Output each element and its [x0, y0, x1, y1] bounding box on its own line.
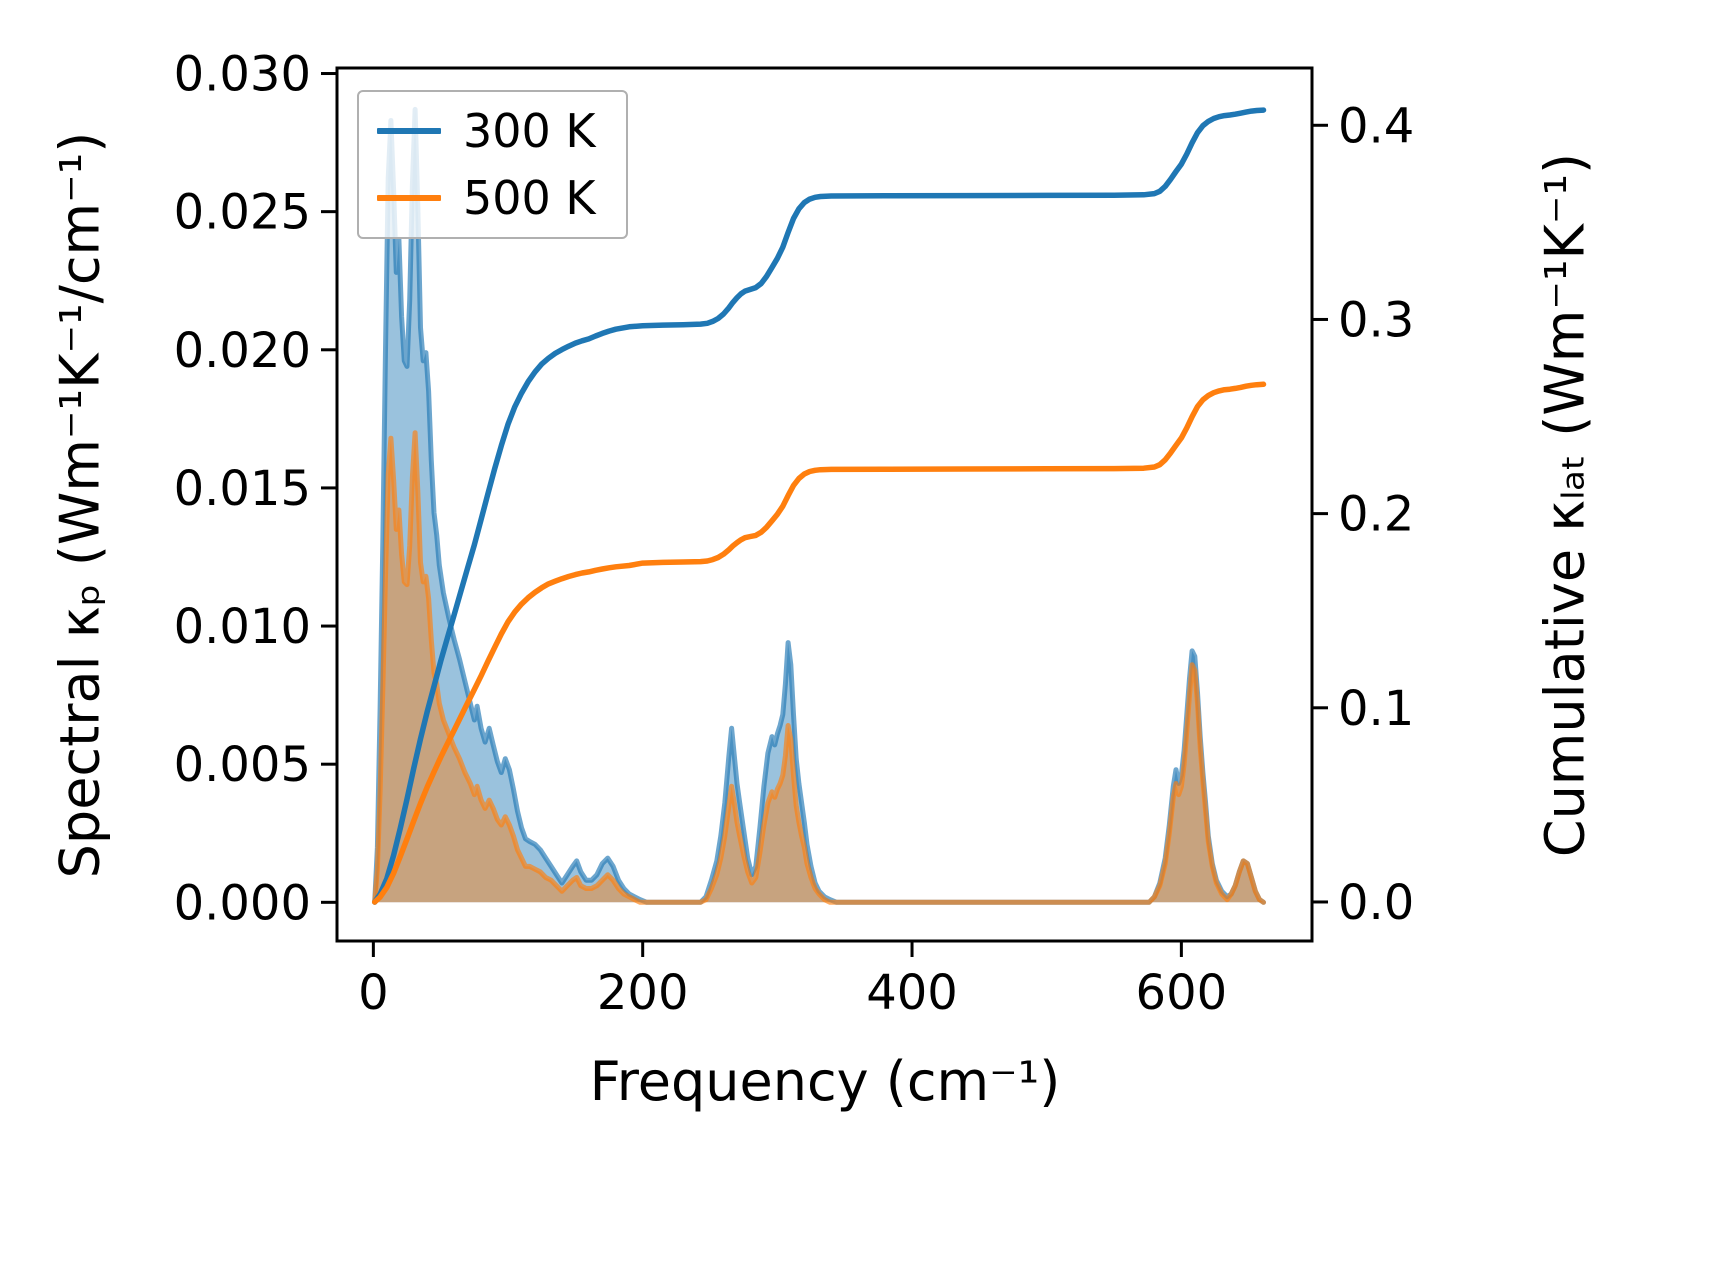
x-tick-label: 600 [1136, 965, 1228, 1021]
legend: 300 K 500 K [357, 90, 628, 240]
y-left-tick-label: 0.005 [174, 737, 311, 793]
y-left-tick-label: 0.015 [174, 461, 311, 517]
x-tick-label: 0 [358, 965, 389, 1021]
x-axis-title: Frequency (cm⁻¹) [589, 1050, 1061, 1113]
legend-label: 500 K [463, 170, 596, 225]
right-axis-title: Cumulative κₗₐₜ (Wm⁻¹K⁻¹) [1533, 152, 1597, 858]
x-tick-label: 200 [597, 965, 689, 1021]
y-right-tick-label: 0.4 [1338, 98, 1414, 154]
y-left-tick-label: 0.000 [174, 875, 311, 931]
y-right-tick-label: 0.3 [1338, 292, 1414, 348]
cumulative-line-500k [371, 381, 1267, 905]
legend-item-500k: 500 K [377, 170, 596, 225]
spectral-line-500k [372, 430, 1266, 905]
y-left-tick-label: 0.030 [174, 47, 311, 103]
y-right-tick-label: 0.1 [1338, 681, 1414, 737]
plot-border [335, 66, 1314, 943]
y-left-tick-label: 0.025 [174, 185, 311, 241]
cumulative-line-300k [371, 107, 1267, 905]
legend-line-swatch [377, 194, 441, 201]
spectral-area-500k [374, 432, 1264, 903]
plot-data-layer [371, 106, 1267, 905]
spectral-area-300k [374, 109, 1264, 903]
legend-item-300k: 300 K [377, 106, 596, 157]
y-right-tick-label: 0.2 [1338, 487, 1414, 543]
left-axis-title: Spectral κₚ (Wm⁻¹K⁻¹/cm⁻¹) [48, 131, 112, 879]
y-left-tick-label: 0.010 [174, 599, 311, 655]
legend-label: 300 K [463, 104, 596, 158]
x-tick-label: 400 [866, 965, 958, 1021]
y-left-tick-label: 0.020 [174, 323, 311, 379]
legend-line-swatch [377, 128, 441, 135]
y-right-tick-label: 0.0 [1338, 875, 1414, 931]
